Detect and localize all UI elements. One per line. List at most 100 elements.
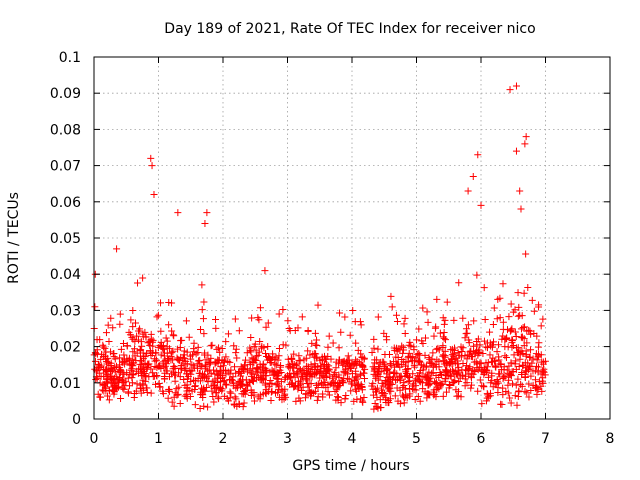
data-point [295,365,303,373]
data-point [382,399,390,407]
data-point [286,362,294,370]
data-point [480,284,488,292]
data-point [239,366,247,374]
data-point [300,356,308,364]
data-point [526,363,534,371]
data-point [337,399,345,407]
data-point [441,377,449,385]
data-point [168,370,176,378]
data-point [305,380,313,388]
data-point [312,353,320,361]
data-point [147,389,155,397]
data-point [247,372,255,380]
data-point [160,352,168,360]
data-point [450,350,458,358]
data-point [327,355,335,363]
data-point [356,318,364,326]
data-point [117,345,125,353]
data-point [141,370,149,378]
data-point [152,380,160,388]
data-point [127,316,135,324]
data-point [385,381,393,389]
data-point [174,209,182,217]
data-point [328,379,336,387]
data-point [242,356,250,364]
data-point [220,378,228,386]
data-point [347,364,355,372]
data-point [360,369,368,377]
data-point [176,356,184,364]
data-point [442,367,450,375]
data-point [378,386,386,394]
data-point [357,381,365,389]
data-point [157,299,165,307]
data-point [444,371,452,379]
data-point [408,357,416,365]
x-tick-label: 2 [219,431,228,447]
data-point [129,356,137,364]
data-point [261,379,269,387]
y-axis-tick-labels: 0 0.01 0.02 0.03 0.04 0.05 0.06 0.07 0.08 0.09 0.1 [50,50,81,428]
data-point [232,384,240,392]
data-point [274,375,282,383]
data-point [149,369,157,377]
data-point [493,315,501,323]
data-point [535,339,543,347]
data-point [499,384,507,392]
data-point [382,367,390,375]
data-point [206,366,214,374]
data-point [214,379,222,387]
data-point [248,314,256,322]
data-point [322,367,330,375]
data-point [531,367,539,375]
data-point [496,360,504,368]
data-point [537,382,545,390]
data-point [482,343,490,351]
data-point [295,382,303,390]
data-point [159,387,167,395]
data-point [377,358,385,366]
data-point [473,360,481,368]
data-point [392,311,400,319]
data-point [491,357,499,365]
data-point [492,380,500,388]
y-axis-label: ROTI / TECUs [6,192,22,284]
data-point [335,344,343,352]
data-point [499,391,507,399]
data-point [248,354,256,362]
data-point [316,356,324,364]
data-point [257,369,265,377]
data-point [508,336,516,344]
data-point [296,397,304,405]
data-point [527,372,535,380]
data-point [433,295,441,303]
data-point [117,395,125,403]
data-point [474,151,482,159]
data-point [105,386,113,394]
data-point [108,364,116,372]
data-point [338,377,346,385]
data-point [163,343,171,351]
data-point [154,311,162,319]
data-point [472,347,480,355]
data-point [474,335,482,343]
data-point [461,334,469,342]
data-point [267,397,275,405]
data-point [281,373,289,381]
data-point [233,402,241,410]
data-point [470,317,478,325]
data-point [134,336,142,344]
data-point [249,355,257,363]
data-point [137,346,145,354]
data-point [153,313,161,321]
data-point [137,389,145,397]
data-point [357,360,365,368]
data-point [215,395,223,403]
data-point [237,363,245,371]
data-point [168,349,176,357]
x-axis-label: GPS time / hours [292,458,409,474]
data-point [371,399,379,407]
data-point [138,342,146,350]
data-point [250,389,258,397]
data-points [90,82,549,413]
